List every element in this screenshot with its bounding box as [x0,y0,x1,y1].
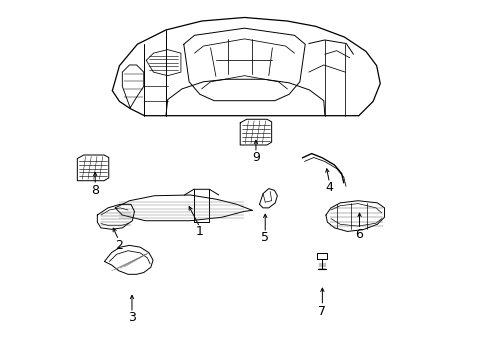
Text: 7: 7 [318,305,325,318]
Text: 9: 9 [251,151,259,165]
Text: 1: 1 [196,225,203,238]
Text: 2: 2 [115,239,122,252]
Text: 5: 5 [261,231,269,244]
Text: 8: 8 [91,184,99,197]
Text: 4: 4 [325,181,333,194]
Text: 6: 6 [355,228,363,241]
Text: 3: 3 [128,311,136,324]
